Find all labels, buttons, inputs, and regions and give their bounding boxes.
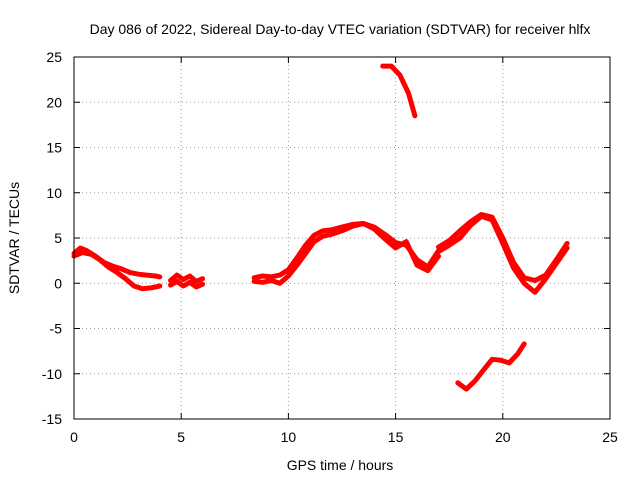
y-tick-labels: -15 -10 -5 0 5 10 15 20 25 (42, 49, 62, 427)
series-line-track-f (251, 221, 441, 286)
series-line-track-a (71, 245, 163, 280)
data-series (71, 63, 570, 392)
y-axis-title: SDTVAR / TECUs (6, 182, 22, 294)
x-tick-label: 0 (70, 429, 78, 445)
y-tick-label: -10 (42, 366, 62, 382)
x-tick-label: 25 (602, 429, 618, 445)
x-tick-label: 15 (388, 429, 404, 445)
series-line-track-g (380, 63, 418, 119)
series-line-track-c (168, 272, 206, 284)
chart-title: Day 086 of 2022, Sidereal Day-to-day VTE… (90, 21, 591, 37)
grid-lines (74, 57, 610, 419)
series-line-track-d (168, 278, 206, 290)
y-tick-label: 0 (54, 275, 62, 291)
series-line-track-b (71, 250, 163, 292)
x-tick-label: 10 (281, 429, 297, 445)
axis-ticks (73, 56, 611, 420)
series-line-track-j (455, 341, 527, 392)
x-axis-title: GPS time / hours (287, 457, 394, 473)
series-line-track-i (436, 213, 570, 295)
y-tick-label: -5 (50, 321, 63, 337)
x-tick-label: 5 (177, 429, 185, 445)
y-tick-label: 25 (46, 49, 62, 65)
y-tick-label: -15 (42, 411, 62, 427)
y-tick-label: 20 (46, 94, 62, 110)
y-tick-label: 10 (46, 185, 62, 201)
x-tick-label: 20 (495, 429, 511, 445)
x-tick-labels: 0 5 10 15 20 25 (70, 429, 618, 445)
y-tick-label: 5 (54, 230, 62, 246)
y-tick-label: 15 (46, 140, 62, 156)
